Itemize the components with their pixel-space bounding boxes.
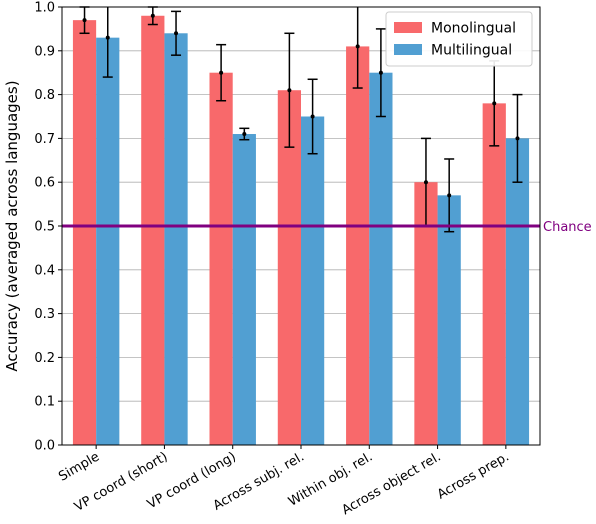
y-tick-label: 0.1 xyxy=(34,395,55,410)
error-bar xyxy=(102,7,113,78)
error-bar xyxy=(307,78,318,155)
bars xyxy=(72,15,530,446)
error-bar-center-point xyxy=(515,136,520,141)
x-tick-label: Simple xyxy=(56,449,102,484)
legend-label-multilingual: Multilingual xyxy=(431,43,512,59)
error-bar-center-point xyxy=(150,13,155,18)
error-bar-center-point xyxy=(355,44,360,49)
error-bar xyxy=(375,28,386,118)
bar-monolingual-2 xyxy=(209,72,233,445)
bar-multilingual-2 xyxy=(232,134,256,445)
y-tick-label: 0.0 xyxy=(34,439,55,454)
error-bar xyxy=(216,43,227,102)
error-bar xyxy=(171,10,182,56)
error-bar-center-point xyxy=(105,35,110,40)
bar-monolingual-0 xyxy=(72,20,97,445)
bar-multilingual-0 xyxy=(96,37,120,445)
bar-multilingual-3 xyxy=(301,116,325,445)
error-bar-center-point xyxy=(82,18,87,23)
legend: Monolingual Multilingual xyxy=(385,11,533,67)
legend-swatch-multilingual xyxy=(394,44,422,55)
error-bar-center-point xyxy=(219,70,224,75)
error-bar-center-point xyxy=(174,31,179,36)
error-bar xyxy=(444,158,455,233)
y-tick-label: 0.3 xyxy=(34,307,55,322)
error-bar-center-point xyxy=(242,132,247,137)
chance-label: Chance xyxy=(543,220,592,235)
error-bar-center-point xyxy=(287,88,292,93)
y-tick-label: 0.4 xyxy=(34,263,55,278)
legend-swatch-monolingual xyxy=(394,22,422,33)
error-bar xyxy=(239,127,250,141)
bar-monolingual-5 xyxy=(414,182,438,445)
error-bar xyxy=(352,7,363,89)
legend-label-monolingual: Monolingual xyxy=(431,21,516,37)
y-axis-label: Accuracy (averaged across languages) xyxy=(3,80,21,371)
error-bar-center-point xyxy=(447,193,452,198)
bar-monolingual-1 xyxy=(141,15,165,445)
bar-multilingual-1 xyxy=(164,33,188,445)
chance-line-group: Chance xyxy=(62,220,592,235)
y-tick-label: 0.9 xyxy=(34,44,55,59)
bar-multilingual-6 xyxy=(505,138,530,445)
legend-box xyxy=(385,11,533,67)
error-bar-center-point xyxy=(378,70,383,75)
y-tick-label: 0.2 xyxy=(34,351,55,366)
y-tick-label: 0.6 xyxy=(34,176,55,191)
error-bar-center-point xyxy=(492,101,497,106)
y-axis-ticks: 0.0 0.1 0.2 0.3 0.4 0.5 0.6 0.7 0.8 0.9 1.0 xyxy=(34,1,62,454)
bar-monolingual-4 xyxy=(346,46,370,446)
error-bar-center-point xyxy=(423,180,428,185)
bar-monolingual-6 xyxy=(482,103,506,446)
bar-multilingual-5 xyxy=(437,195,461,445)
y-tick-label: 0.7 xyxy=(34,132,55,147)
y-tick-label: 0.5 xyxy=(34,220,55,235)
bar-monolingual-3 xyxy=(277,90,301,445)
bar-multilingual-4 xyxy=(369,72,393,445)
y-tick-label: 1.0 xyxy=(34,1,55,16)
y-tick-label: 0.8 xyxy=(34,88,55,103)
error-bar xyxy=(284,32,295,148)
error-bar xyxy=(512,93,523,183)
error-bar-center-point xyxy=(310,114,315,119)
x-tick-label: Across prep. xyxy=(435,449,512,502)
